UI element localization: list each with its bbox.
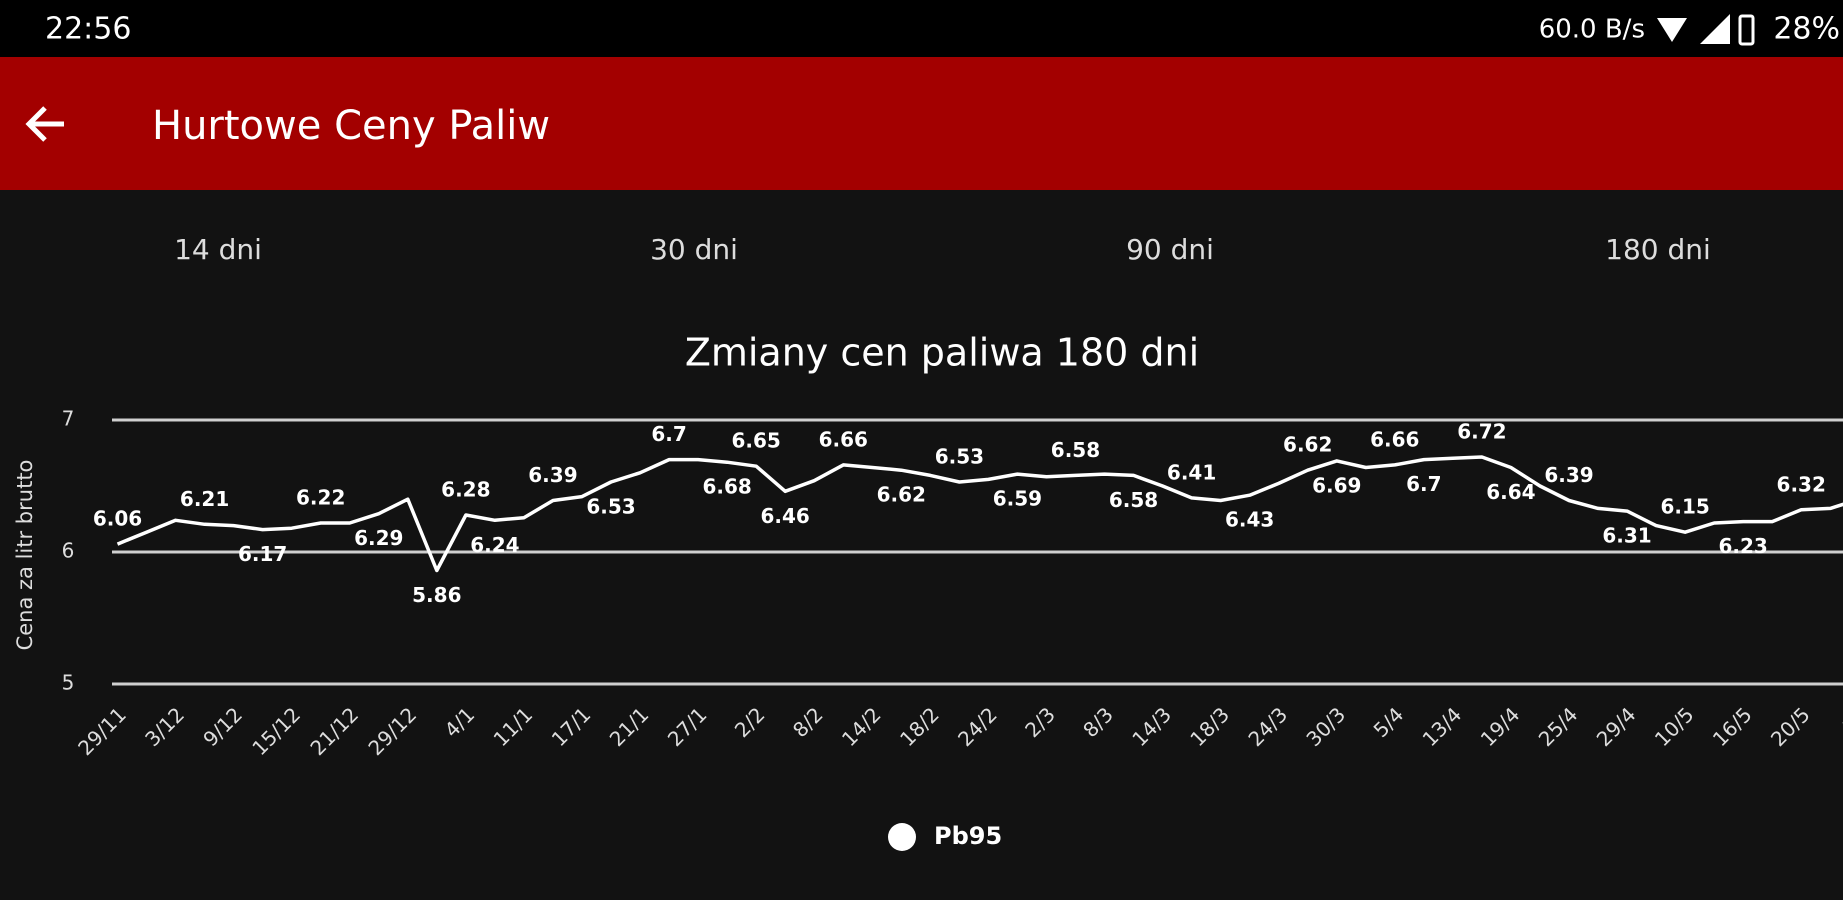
- tab[interactable]: 90 dni: [1126, 233, 1214, 266]
- data-label: 5.86: [412, 583, 461, 607]
- back-button[interactable]: [25, 106, 64, 142]
- status-bar: [0, 0, 1843, 57]
- line-series: [116, 455, 1843, 573]
- app-bar: [0, 57, 1843, 190]
- data-label: 6.15: [1660, 495, 1709, 519]
- app-title: Hurtowe Ceny Paliw: [152, 103, 550, 149]
- data-label: 6.22: [296, 485, 345, 509]
- y-tick-label: 6: [62, 539, 75, 563]
- data-label: 6.43: [1225, 508, 1274, 532]
- back-arrow[interactable]: [25, 106, 64, 142]
- data-label: 6.53: [586, 495, 635, 519]
- tab[interactable]: 14 dni: [174, 233, 262, 266]
- data-label: 6.39: [1544, 463, 1593, 487]
- data-label: 6.23: [1719, 534, 1768, 558]
- data-label: 6.58: [1109, 488, 1158, 512]
- data-label: 6.39: [528, 463, 577, 487]
- x-tick-label: 26: [1838, 702, 1843, 737]
- data-label: 6.58: [1051, 438, 1100, 462]
- data-label: 6.7: [651, 422, 686, 446]
- data-label: 6.53: [935, 445, 984, 469]
- data-label: 6.62: [877, 483, 926, 507]
- data-label: 6.28: [441, 478, 490, 502]
- data-label: 6.72: [1457, 419, 1506, 443]
- data-label: 6.65: [731, 429, 780, 453]
- data-label: 6.68: [702, 475, 751, 499]
- data-label: 6.17: [238, 542, 287, 566]
- battery-level: 28%: [1773, 12, 1840, 47]
- battery-icon: [1738, 14, 1755, 46]
- chart-title: Zmiany cen paliwa 180 dni: [685, 331, 1199, 375]
- data-label: 6.66: [1370, 427, 1419, 451]
- data-label: 6.41: [1167, 460, 1216, 484]
- status-time: 22:56: [45, 12, 131, 47]
- legend-label: Pb95: [934, 822, 1002, 850]
- y-tick-label: 5: [62, 671, 75, 695]
- data-label: 6.21: [180, 487, 229, 511]
- signal-icon: [1700, 14, 1730, 44]
- data-label: 6.69: [1312, 473, 1361, 497]
- y-axis-label: Cena za litr brutto: [13, 460, 37, 651]
- data-label: 6.06: [93, 507, 142, 531]
- wifi-icon: [1657, 18, 1687, 42]
- data-label: 6.7: [1406, 472, 1441, 496]
- data-label: 6.31: [1602, 524, 1651, 548]
- data-label: 6.46: [761, 504, 810, 528]
- y-tick-label: 7: [62, 407, 75, 431]
- tab[interactable]: 30 dni: [650, 233, 738, 266]
- data-label: 6.24: [470, 533, 519, 557]
- legend-marker: [888, 823, 916, 851]
- data-label: 6.66: [819, 427, 868, 451]
- data-label: 6.29: [354, 526, 403, 550]
- data-label: 6.32: [1777, 472, 1826, 496]
- tab[interactable]: 180 dni: [1605, 233, 1711, 266]
- network-speed: 60.0 B/s: [1539, 15, 1645, 45]
- data-label: 6.64: [1486, 480, 1535, 504]
- data-label: 6.59: [993, 487, 1042, 511]
- data-label: 6.62: [1283, 433, 1332, 457]
- tabs: 14 dni 30 dni 90 dni 180 dni: [174, 233, 1711, 266]
